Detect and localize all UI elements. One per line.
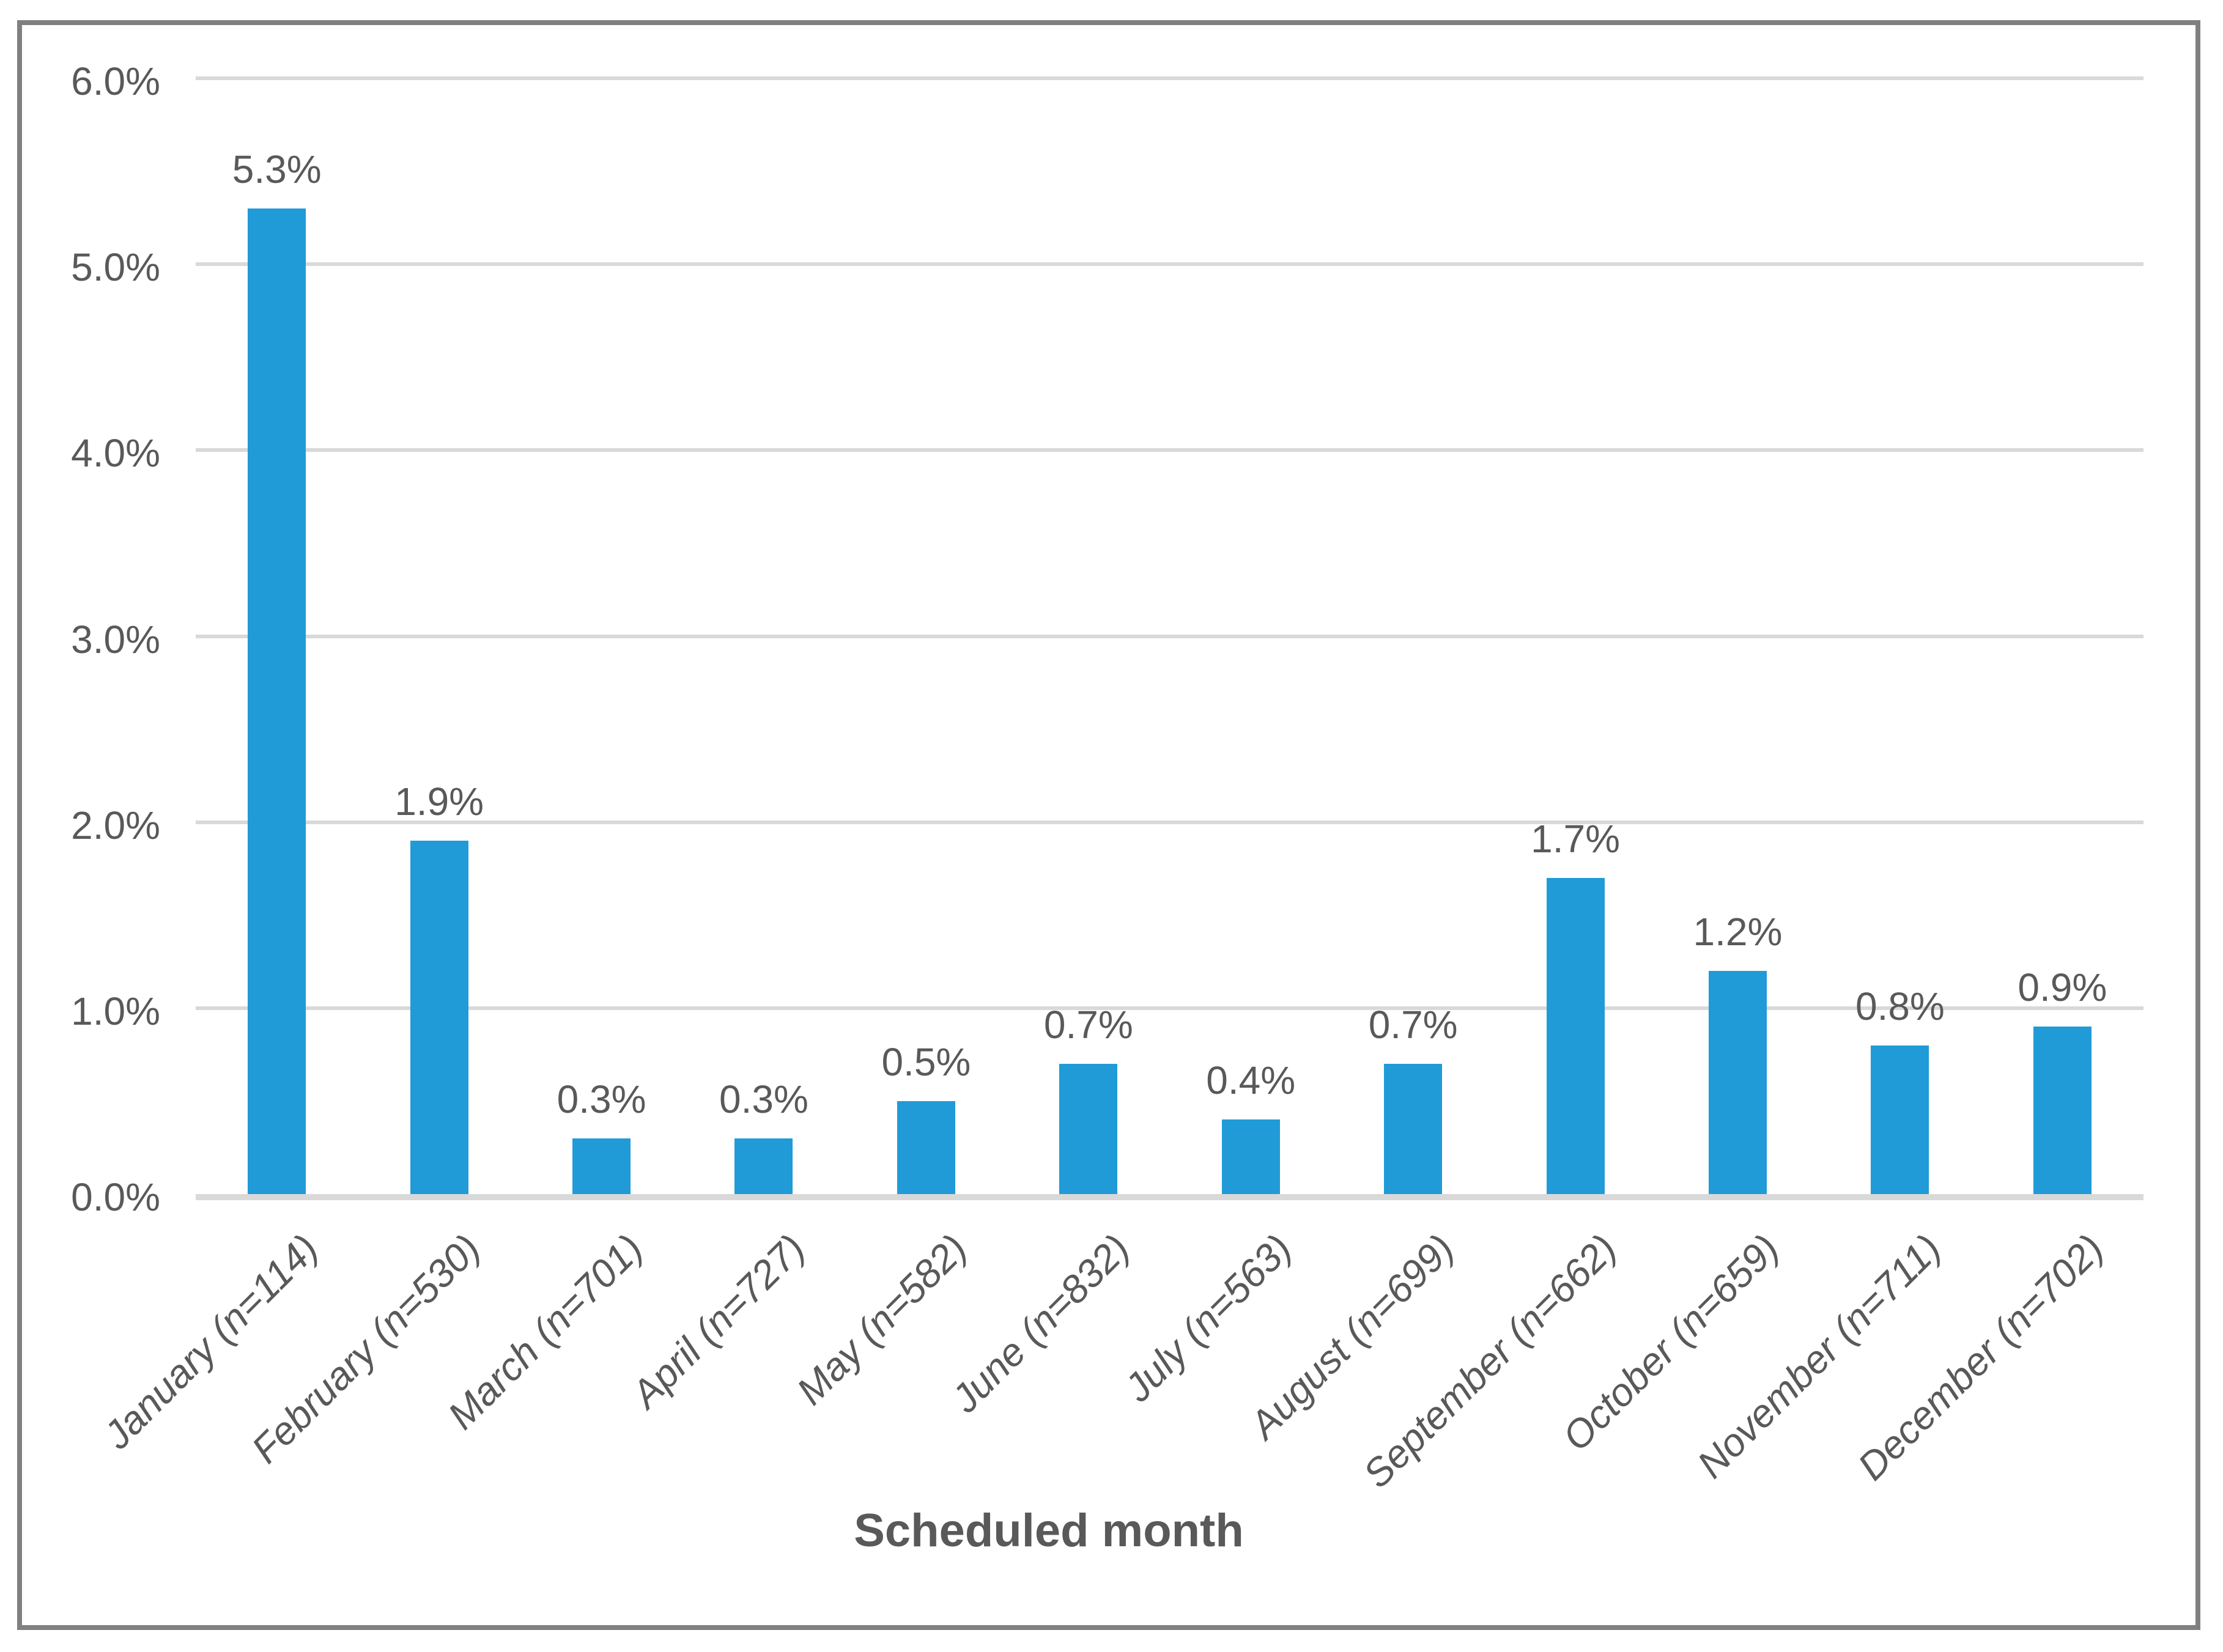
bar <box>1221 1119 1280 1194</box>
gridline-5.0% <box>196 262 2143 267</box>
data-label: 1.7% <box>1531 816 1620 861</box>
y-tick-label: 5.0% <box>71 245 160 290</box>
bar <box>410 841 468 1194</box>
y-tick-label: 4.0% <box>71 431 160 476</box>
y-tick-label: 3.0% <box>71 617 160 662</box>
bar <box>1384 1064 1443 1194</box>
data-label: 0.3% <box>719 1077 808 1121</box>
y-tick-label: 6.0% <box>71 59 160 103</box>
data-label: 0.7% <box>1368 1003 1458 1047</box>
bar <box>1059 1064 1118 1194</box>
x-tick-label: July (n=563) <box>1115 1226 1301 1410</box>
data-label: 1.9% <box>394 780 484 824</box>
bar <box>248 208 306 1194</box>
gridline-1.0% <box>196 1006 2143 1010</box>
data-label: 0.9% <box>2018 965 2107 1010</box>
data-label: 0.7% <box>1043 1003 1133 1047</box>
gridline-2.0% <box>196 820 2143 824</box>
y-tick-label: 0.0% <box>71 1175 160 1219</box>
data-label: 0.5% <box>881 1039 971 1084</box>
x-tick-label: April (n=727) <box>623 1226 813 1417</box>
x-axis-title: Scheduled month <box>854 1505 1244 1557</box>
data-label: 1.2% <box>1693 910 1783 954</box>
data-label: 0.3% <box>557 1077 646 1121</box>
plot-area: 5.3% 1.9% 0.3% 0.3% 0.5% 0.7% 0.4% 0.7% 1.7% 1.2%… <box>196 76 2143 1200</box>
y-tick-label: 2.0% <box>71 803 160 847</box>
gridline-3.0% <box>196 634 2143 638</box>
x-axis-line <box>196 1194 2143 1200</box>
bar <box>897 1101 955 1194</box>
y-tick-label: 1.0% <box>71 989 160 1033</box>
bar <box>1708 971 1767 1194</box>
bar <box>572 1138 631 1194</box>
bar <box>1546 877 1605 1194</box>
data-label: 5.3% <box>232 147 322 191</box>
bar <box>2033 1027 2092 1194</box>
gridline-6.0% <box>196 76 2143 80</box>
data-label: 0.4% <box>1206 1058 1296 1103</box>
bar <box>734 1138 793 1194</box>
gridline-4.0% <box>196 448 2143 452</box>
data-label: 0.8% <box>1855 984 1945 1028</box>
bar <box>1871 1045 1929 1194</box>
